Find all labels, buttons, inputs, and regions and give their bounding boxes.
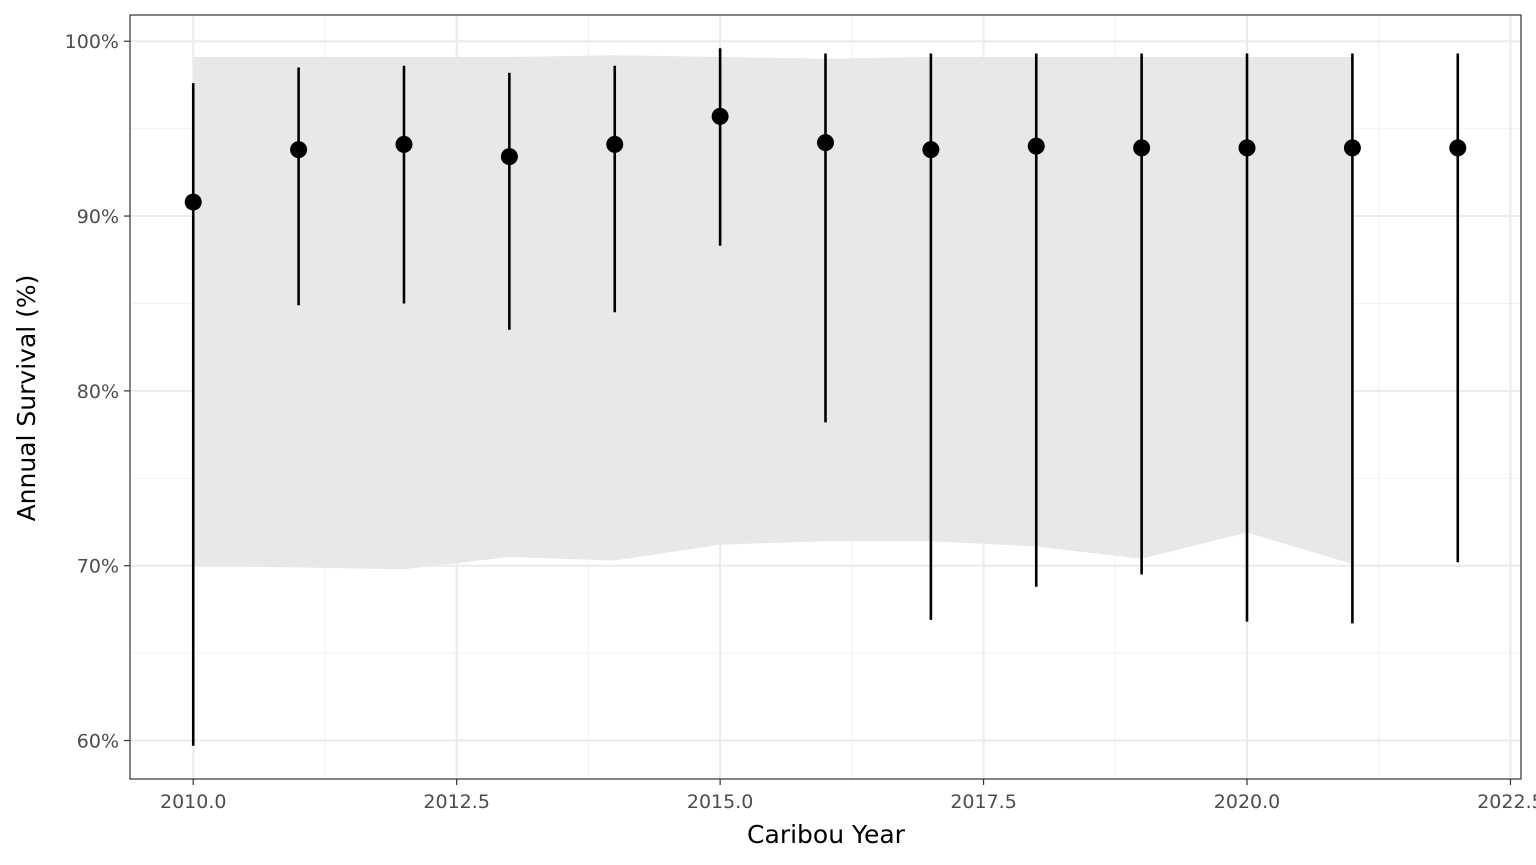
y-tick-label: 70% — [77, 556, 119, 578]
x-tick-label: 2012.5 — [423, 791, 489, 813]
data-point — [500, 148, 518, 166]
y-tick-label: 80% — [77, 381, 119, 403]
data-point — [1449, 139, 1467, 157]
data-point — [1027, 137, 1045, 155]
data-point — [711, 107, 729, 125]
data-point — [1238, 139, 1256, 157]
x-axis-ticks: 2010.0 2012.5 2015.0 2017.5 2020.0 2022.5 — [160, 779, 1536, 813]
data-point — [606, 135, 624, 153]
error-bars — [191, 48, 1460, 746]
x-tick-label: 2010.0 — [160, 791, 226, 813]
y-tick-label: 60% — [77, 731, 119, 753]
confidence-band — [193, 55, 1353, 570]
x-tick-label: 2020.0 — [1214, 791, 1280, 813]
data-points — [184, 107, 1467, 211]
panel-border — [129, 14, 1522, 780]
data-point — [817, 134, 834, 152]
data-point — [1133, 139, 1151, 157]
data-point — [1343, 139, 1361, 157]
y-tick-label: 100% — [65, 31, 119, 53]
y-tick-label: 90% — [77, 206, 119, 228]
data-point — [184, 193, 202, 211]
x-tick-label: 2017.5 — [950, 791, 1016, 813]
data-point — [395, 135, 413, 153]
data-point — [922, 141, 940, 159]
y-axis-title: Annual Survival (%) — [12, 275, 41, 522]
x-axis-title: Caribou Year — [747, 820, 906, 849]
x-tick-label: 2022.5 — [1477, 791, 1536, 813]
y-axis-ticks: 60% 70% 80% 90% 100% — [65, 31, 130, 753]
data-point — [290, 141, 308, 159]
x-tick-label: 2015.0 — [687, 791, 753, 813]
confidence-band-area — [193, 55, 1353, 570]
